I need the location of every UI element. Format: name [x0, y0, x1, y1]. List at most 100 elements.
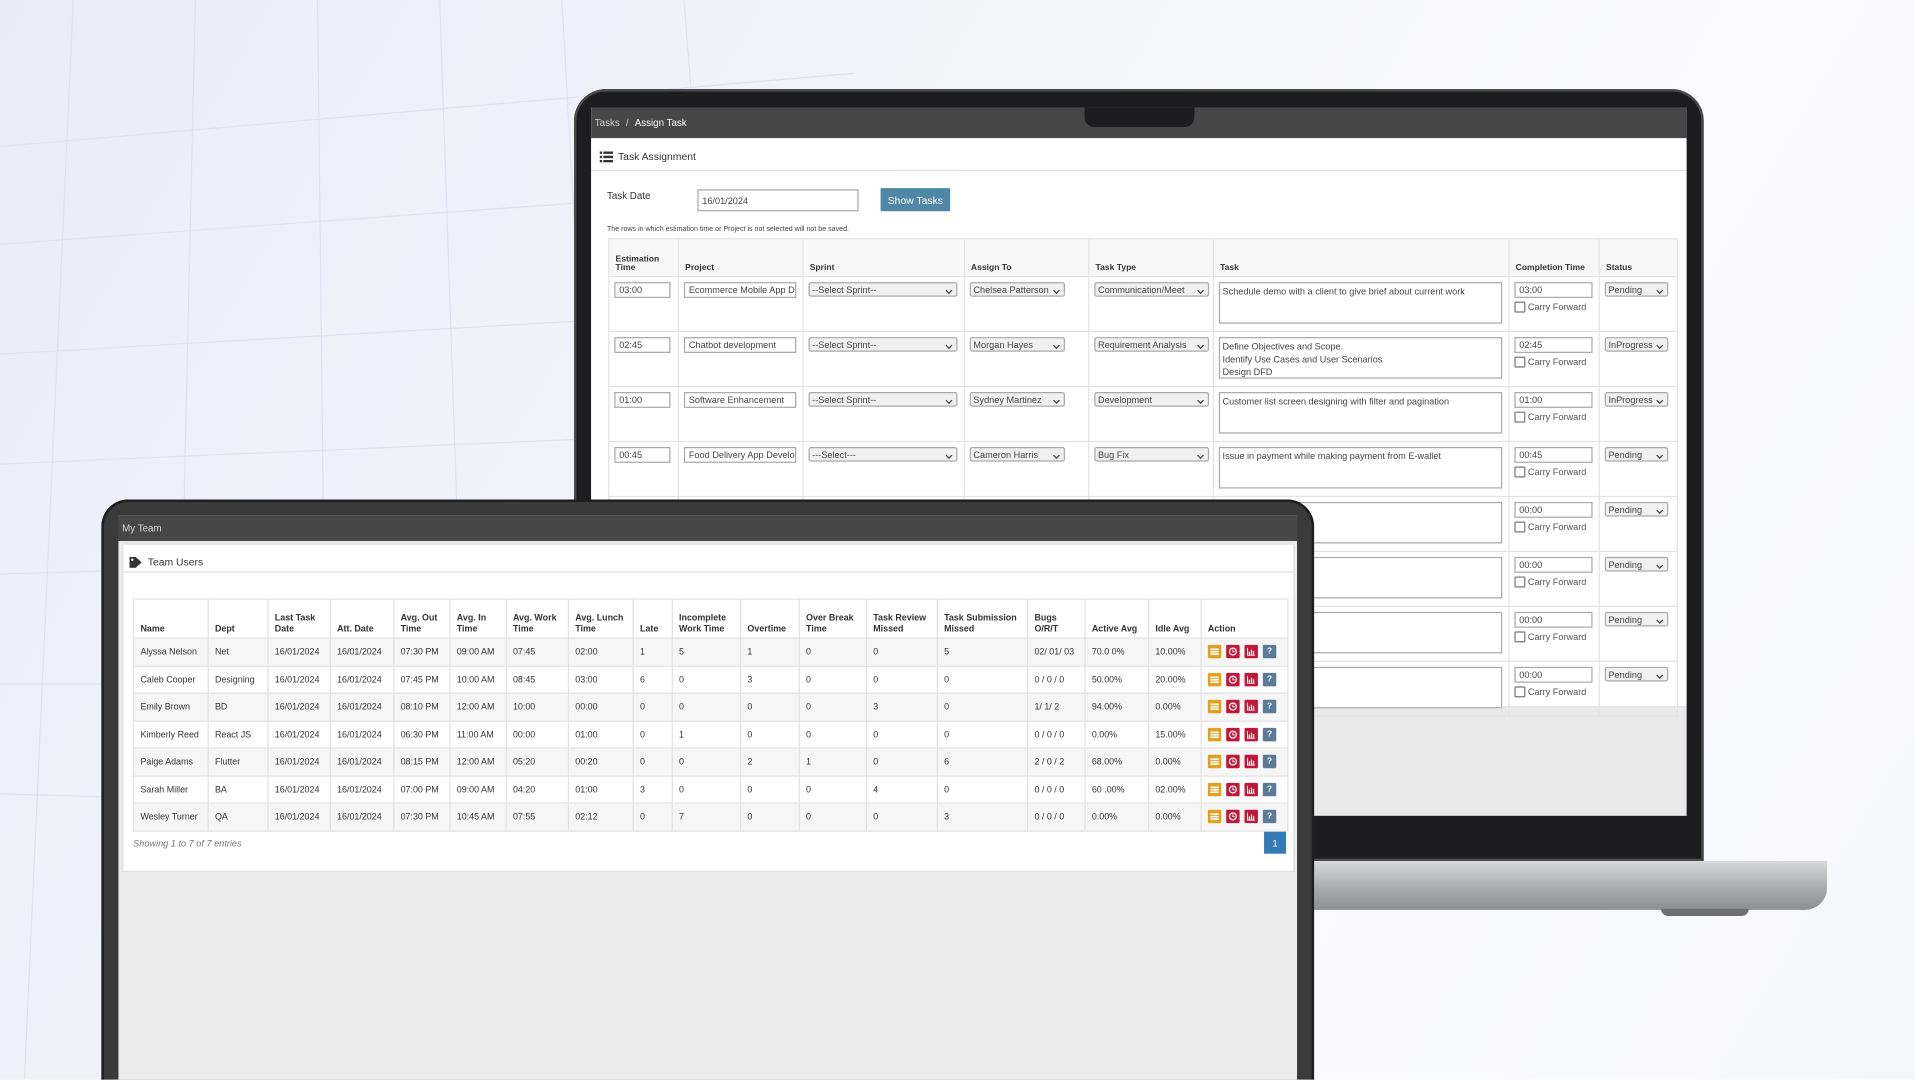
dropdown[interactable]: Sydney Martinez [969, 392, 1065, 407]
dropdown[interactable]: --Select Sprint-- [808, 392, 958, 407]
action-button[interactable] [1207, 782, 1222, 796]
action-button[interactable] [1244, 672, 1258, 687]
action-button[interactable]: ? [1262, 755, 1277, 769]
carry-forward[interactable]: Carry Forward [1514, 686, 1586, 698]
checkbox[interactable] [1514, 686, 1526, 698]
action-button[interactable] [1244, 755, 1258, 769]
action-button[interactable] [1207, 755, 1222, 769]
cell: 08:15 PM [393, 747, 451, 777]
action-button[interactable] [1244, 810, 1258, 824]
checkbox[interactable] [1514, 466, 1526, 478]
action-button[interactable] [1244, 645, 1258, 659]
text-input[interactable]: 00:45 [1514, 446, 1593, 463]
cell: 11:00 AM [449, 719, 507, 749]
action-button[interactable] [1226, 700, 1240, 714]
action-button[interactable] [1226, 782, 1240, 796]
carry-forward[interactable]: Carry Forward [1514, 301, 1586, 313]
carry-forward[interactable]: Carry Forward [1514, 521, 1586, 533]
cell: 16/01/2024 [329, 774, 395, 804]
dropdown[interactable]: Pending [1604, 446, 1669, 462]
dropdown[interactable]: ---Select--- [808, 446, 958, 462]
action-button[interactable] [1207, 645, 1222, 659]
action-button[interactable] [1226, 755, 1240, 769]
action-button[interactable] [1244, 700, 1258, 714]
dropdown[interactable]: Communication/Meet [1094, 282, 1210, 297]
text-input[interactable]: 00:00 [1514, 611, 1593, 628]
dropdown[interactable]: Requirement Analysis [1094, 337, 1210, 352]
carry-forward[interactable]: Carry Forward [1514, 576, 1586, 588]
action-icon [1228, 675, 1237, 684]
text-input[interactable]: 00:45 [614, 446, 671, 463]
cell: 70.0 0% [1084, 637, 1150, 667]
task-textarea[interactable]: Schedule demo with a client to give brie… [1218, 282, 1503, 324]
action-button[interactable] [1226, 727, 1240, 742]
cell: 0 [936, 719, 1029, 749]
checkbox[interactable] [1514, 411, 1526, 423]
date-input[interactable]: 16/01/2024 [697, 189, 859, 212]
text-input[interactable]: 03:00 [614, 282, 671, 298]
dropdown[interactable]: Morgan Hayes [969, 337, 1065, 352]
action-button[interactable] [1226, 645, 1240, 659]
show-tasks-button[interactable]: Show Tasks [880, 188, 951, 212]
task-textarea[interactable]: Issue in payment while making payment fr… [1218, 446, 1503, 489]
carry-forward[interactable]: Carry Forward [1514, 411, 1586, 423]
action-button[interactable] [1207, 672, 1222, 687]
dropdown[interactable]: Pending [1604, 501, 1669, 517]
cell: 20.00% [1148, 665, 1202, 694]
action-button[interactable] [1207, 727, 1222, 742]
dropdown[interactable]: Pending [1604, 556, 1669, 572]
text-input[interactable]: 00:00 [1514, 501, 1593, 518]
action-button[interactable] [1244, 727, 1258, 742]
action-button[interactable] [1226, 810, 1240, 824]
checkbox[interactable] [1514, 631, 1526, 643]
carry-forward[interactable]: Carry Forward [1514, 631, 1586, 643]
text-input[interactable]: 03:00 [1514, 282, 1593, 298]
action-button[interactable] [1226, 672, 1240, 687]
text-input[interactable]: 01:00 [614, 392, 671, 408]
action-button[interactable]: ? [1262, 810, 1277, 824]
action-button[interactable] [1207, 700, 1222, 714]
checkbox[interactable] [1514, 356, 1526, 368]
text-input[interactable]: Chatbot development [683, 337, 797, 353]
text-input[interactable]: 00:00 [1514, 556, 1593, 573]
action-button[interactable] [1207, 810, 1222, 824]
column-header: Over Break Time [798, 598, 868, 639]
action-button[interactable]: ? [1262, 727, 1277, 742]
action-icon [1228, 757, 1237, 766]
carry-forward[interactable]: Carry Forward [1514, 466, 1586, 478]
breadcrumb-parent[interactable]: Tasks [594, 117, 620, 129]
cell: 01:00 [567, 774, 634, 804]
text-input[interactable]: Ecommerce Mobile App D [683, 282, 797, 298]
task-textarea[interactable]: Define Objectives and Scope. Identify Us… [1218, 337, 1503, 379]
dropdown[interactable]: Pending [1604, 282, 1669, 297]
text-input[interactable]: Software Enhancement [683, 392, 797, 408]
action-button[interactable]: ? [1262, 645, 1277, 659]
dropdown[interactable]: --Select Sprint-- [808, 337, 958, 352]
dropdown[interactable]: Cameron Harris [969, 446, 1065, 462]
action-button[interactable] [1244, 782, 1258, 796]
checkbox[interactable] [1514, 521, 1526, 533]
dropdown[interactable]: Development [1094, 392, 1210, 407]
dropdown[interactable]: InProgress [1604, 337, 1669, 352]
text-input[interactable]: 01:00 [1514, 392, 1593, 408]
checkbox[interactable] [1514, 576, 1526, 588]
text-input[interactable]: 02:45 [614, 337, 671, 353]
action-button[interactable]: ? [1262, 700, 1277, 714]
dropdown[interactable]: Pending [1604, 666, 1669, 682]
carry-forward[interactable]: Carry Forward [1514, 356, 1586, 368]
task-textarea[interactable]: Customer list screen designing with filt… [1218, 392, 1503, 434]
cell: Morgan Hayes [963, 330, 1090, 388]
dropdown[interactable]: Bug Fix [1094, 446, 1210, 462]
dropdown[interactable]: Chelsea Patterson [969, 282, 1065, 297]
text-input[interactable]: Food Delivery App Develo [683, 446, 797, 463]
checkbox[interactable] [1514, 301, 1526, 313]
pagination-page[interactable]: 1 [1264, 831, 1287, 854]
cell: 0 / 0 / 0 [1027, 802, 1086, 832]
text-input[interactable]: 02:45 [1514, 337, 1593, 353]
action-button[interactable]: ? [1262, 672, 1277, 687]
dropdown[interactable]: Pending [1604, 611, 1669, 627]
dropdown[interactable]: --Select Sprint-- [808, 282, 958, 297]
dropdown[interactable]: InProgress [1604, 392, 1669, 407]
text-input[interactable]: 00:00 [1514, 666, 1593, 683]
action-button[interactable]: ? [1262, 782, 1277, 796]
